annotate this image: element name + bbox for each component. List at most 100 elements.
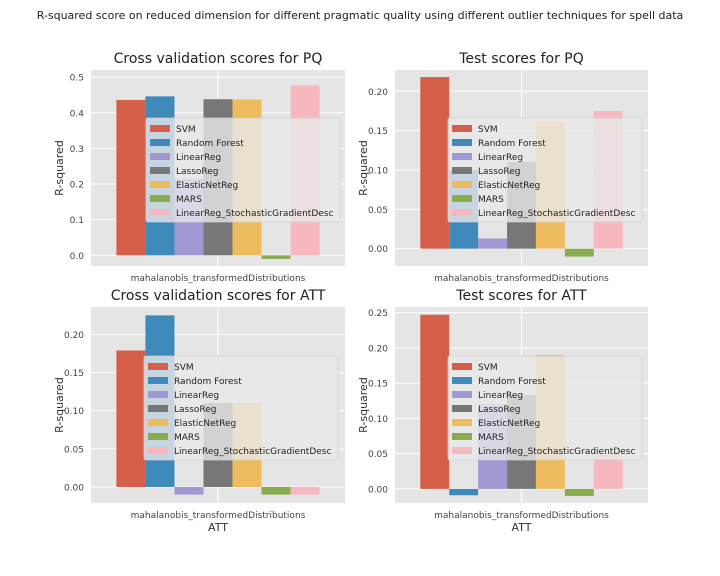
legend-label: LinearReg_StochasticGradientDesc bbox=[478, 209, 635, 219]
legend: SVM Random Forest LinearReg LassoReg Elastic… bbox=[145, 117, 341, 223]
legend-swatch bbox=[148, 419, 168, 426]
legend-label: ElasticNetReg bbox=[174, 419, 236, 429]
y-tick-label: 0.00 bbox=[368, 245, 388, 255]
y-tick-label: 0.05 bbox=[64, 445, 84, 455]
figure-title: R-squared score on reduced dimension for… bbox=[36, 9, 684, 22]
y-axis-label: R-squared bbox=[53, 140, 66, 196]
legend-swatch bbox=[148, 433, 168, 440]
y-tick-label: 0.3 bbox=[70, 145, 84, 155]
y-tick-label: 0.05 bbox=[368, 450, 388, 460]
y-tick-label: 0.1 bbox=[70, 216, 84, 226]
subplot-title: Cross validation scores for PQ bbox=[114, 51, 323, 67]
bar-svm bbox=[420, 77, 450, 249]
legend-swatch bbox=[452, 209, 472, 216]
legend-swatch bbox=[452, 125, 472, 132]
legend-swatch bbox=[150, 195, 170, 202]
legend-label: ElasticNetReg bbox=[478, 181, 540, 191]
legend-label: MARS bbox=[174, 433, 200, 443]
bar-random-forest bbox=[449, 488, 479, 496]
bar-linearreg bbox=[174, 486, 204, 495]
y-axis-label: R-squared bbox=[357, 140, 370, 196]
legend-label: LinearReg bbox=[478, 153, 523, 163]
x-tick-label: mahalanobis_transformedDistributions bbox=[434, 511, 609, 521]
bar-mars bbox=[564, 488, 594, 496]
y-tick-label: 0.15 bbox=[64, 369, 84, 379]
legend-label: LassoReg bbox=[478, 167, 521, 177]
legend-swatch bbox=[150, 181, 170, 188]
legend-label: ElasticNetReg bbox=[478, 419, 540, 429]
legend-label: SVM bbox=[478, 363, 498, 373]
subplot-1: 0.0 0.1 0.2 0.3 0.4 0.5 mahalanobis_transforme… bbox=[53, 51, 345, 284]
legend: SVM Random Forest LinearReg LassoReg Elastic… bbox=[143, 355, 339, 461]
legend-label: MARS bbox=[478, 195, 504, 205]
legend-label: SVM bbox=[176, 125, 196, 135]
legend-swatch bbox=[452, 167, 472, 174]
bar-svm bbox=[116, 350, 146, 487]
legend-label: LinearReg_StochasticGradientDesc bbox=[174, 447, 331, 457]
legend-swatch bbox=[452, 433, 472, 440]
legend-label: LinearReg_StochasticGradientDesc bbox=[176, 209, 333, 219]
legend-swatch bbox=[150, 153, 170, 160]
legend-swatch bbox=[452, 405, 472, 412]
bar-svm bbox=[420, 314, 450, 489]
legend-swatch bbox=[452, 181, 472, 188]
legend-swatch bbox=[452, 391, 472, 398]
legend-label: LinearReg_StochasticGradientDesc bbox=[478, 447, 635, 457]
y-tick-label: 0.2 bbox=[70, 181, 84, 191]
legend-swatch bbox=[148, 391, 168, 398]
y-axis-label: R-squared bbox=[53, 377, 66, 433]
legend-swatch bbox=[150, 167, 170, 174]
legend-label: Random Forest bbox=[478, 139, 546, 149]
legend-label: LassoReg bbox=[478, 405, 521, 415]
y-tick-label: 0.05 bbox=[368, 206, 388, 216]
legend-swatch bbox=[452, 377, 472, 384]
legend-swatch bbox=[452, 419, 472, 426]
legend-swatch bbox=[150, 139, 170, 146]
legend-label: LinearReg bbox=[174, 391, 219, 401]
subplot-2: 0.00 0.05 0.10 0.15 0.20 mahalanobis_transfor… bbox=[357, 51, 648, 284]
y-tick-label: 0.20 bbox=[64, 331, 84, 341]
y-tick-label: 0.4 bbox=[70, 109, 85, 119]
bar-linearreg bbox=[478, 238, 508, 249]
legend-swatch bbox=[148, 447, 168, 454]
legend-label: Random Forest bbox=[478, 377, 546, 387]
y-tick-label: 0.0 bbox=[70, 252, 85, 262]
legend-label: LassoReg bbox=[176, 167, 219, 177]
legend-swatch bbox=[452, 195, 472, 202]
legend-label: Random Forest bbox=[176, 139, 244, 149]
bar-svm bbox=[116, 99, 146, 256]
legend-label: LinearReg bbox=[478, 391, 523, 401]
y-tick-label: 0.5 bbox=[70, 74, 84, 84]
subplot-title: Cross validation scores for ATT bbox=[111, 288, 326, 304]
y-tick-label: 0.10 bbox=[368, 166, 388, 176]
legend-swatch bbox=[452, 139, 472, 146]
subplot-4: 0.00 0.05 0.10 0.15 0.20 0.25 mahalanobis_tran… bbox=[357, 288, 648, 534]
bar-mars bbox=[261, 255, 291, 259]
bar-mars bbox=[564, 248, 594, 257]
y-axis-label: R-squared bbox=[357, 377, 370, 433]
y-tick-label: 0.15 bbox=[368, 127, 388, 137]
x-axis-label: ATT bbox=[208, 521, 228, 534]
legend-label: ElasticNetReg bbox=[176, 181, 238, 191]
legend-label: SVM bbox=[478, 125, 498, 135]
legend-swatch bbox=[452, 447, 472, 454]
y-tick-label: 0.00 bbox=[368, 485, 388, 495]
legend-swatch bbox=[150, 125, 170, 132]
subplot-3: 0.00 0.05 0.10 0.15 0.20 mahalanobis_transfor… bbox=[53, 288, 345, 534]
bar-linearreg-stochasticgradientdesc bbox=[290, 486, 320, 495]
y-tick-label: 0.20 bbox=[368, 344, 388, 354]
legend-box bbox=[447, 117, 643, 223]
legend: SVM Random Forest LinearReg LassoReg Elastic… bbox=[447, 355, 643, 461]
legend-box bbox=[447, 355, 643, 461]
subplot-title: Test scores for ATT bbox=[455, 288, 587, 304]
legend-swatch bbox=[452, 153, 472, 160]
legend-label: LassoReg bbox=[174, 405, 217, 415]
x-tick-label: mahalanobis_transformedDistributions bbox=[131, 511, 306, 521]
y-tick-label: 0.20 bbox=[368, 88, 388, 98]
legend-label: SVM bbox=[174, 363, 194, 373]
y-tick-label: 0.00 bbox=[64, 483, 84, 493]
legend-swatch bbox=[452, 363, 472, 370]
legend-swatch bbox=[148, 363, 168, 370]
x-tick-label: mahalanobis_transformedDistributions bbox=[434, 274, 609, 284]
